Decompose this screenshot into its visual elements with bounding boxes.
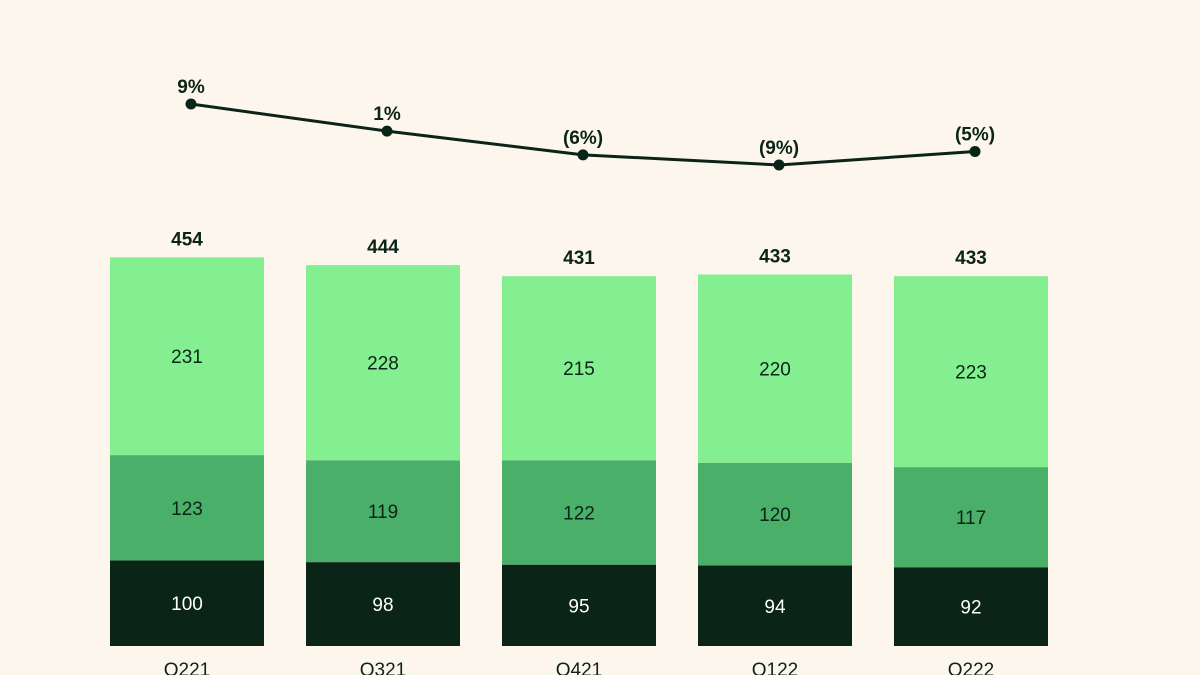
growth-label: (5%) <box>955 124 995 145</box>
bar-segment <box>698 274 852 463</box>
bar-total-label: 454 <box>171 229 203 250</box>
growth-label: (9%) <box>759 138 799 159</box>
segment-value-label: 117 <box>956 508 986 529</box>
growth-point <box>969 145 981 157</box>
segment-value-label: 220 <box>759 360 791 381</box>
bar-segment <box>110 257 264 456</box>
bar-segment <box>306 460 460 563</box>
bar-total-label: 433 <box>955 248 987 269</box>
category-label: Q222 <box>948 660 994 675</box>
segment-value-label: 122 <box>563 503 595 524</box>
segment-value-label: 228 <box>367 354 399 375</box>
growth-label: 1% <box>373 104 401 125</box>
bar-segment <box>698 565 852 646</box>
segment-value-label: 223 <box>955 363 987 384</box>
growth-point <box>577 149 589 161</box>
segment-value-label: 92 <box>960 598 981 619</box>
growth-point <box>381 125 393 137</box>
segment-value-label: 100 <box>171 594 203 615</box>
bar-segment <box>894 467 1048 568</box>
category-label: Q221 <box>164 660 210 675</box>
category-label: Q122 <box>752 660 798 675</box>
segment-value-label: 94 <box>764 597 786 618</box>
bar-segment <box>502 460 656 565</box>
segment-value-label: 231 <box>171 347 203 368</box>
bar-total-label: 433 <box>759 246 791 267</box>
segment-value-label: 98 <box>372 595 393 616</box>
segment-value-label: 119 <box>368 502 398 523</box>
bar-segment <box>894 567 1048 646</box>
growth-label: (6%) <box>563 128 603 149</box>
bar-total-label: 444 <box>367 237 399 258</box>
growth-point <box>185 98 197 110</box>
category-label: Q421 <box>556 660 602 675</box>
category-label: Q321 <box>360 660 406 675</box>
growth-label: 9% <box>177 77 205 98</box>
segment-value-label: 123 <box>171 499 203 520</box>
bar-segment <box>698 462 852 566</box>
segment-value-label: 120 <box>759 505 791 526</box>
segment-value-label: 215 <box>563 359 595 380</box>
bar-segment <box>894 276 1048 468</box>
bar-total-label: 431 <box>563 248 595 269</box>
bar-segment <box>502 276 656 461</box>
segment-value-label: 95 <box>568 596 589 617</box>
bar-segment <box>110 455 264 561</box>
bar-segment <box>306 562 460 646</box>
bar-segment <box>306 265 460 461</box>
bar-segment <box>110 560 264 646</box>
growth-point <box>773 159 785 171</box>
bar-segment <box>502 564 656 646</box>
